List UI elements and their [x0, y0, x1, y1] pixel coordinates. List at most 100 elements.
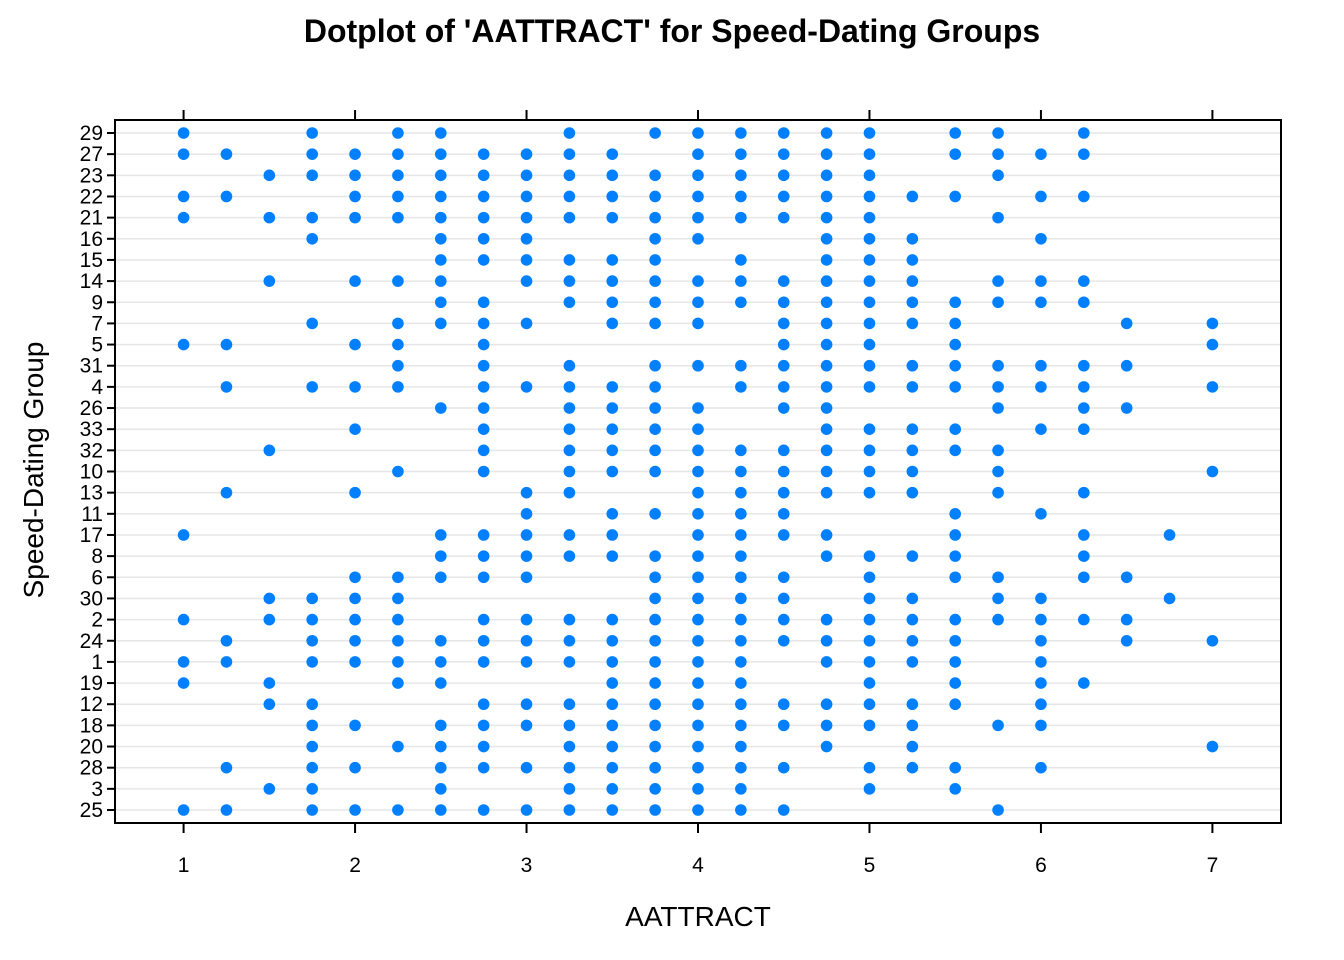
data-point [863, 148, 876, 160]
data-point [692, 359, 704, 372]
data-point [906, 740, 919, 753]
data-point [735, 211, 747, 224]
data-point [820, 211, 833, 224]
data-point [434, 656, 447, 668]
data-point [777, 761, 790, 774]
data-point [306, 656, 318, 668]
data-point [649, 211, 661, 224]
data-point [1035, 190, 1047, 203]
data-point [177, 211, 190, 224]
data-point [820, 423, 833, 435]
data-point [777, 698, 790, 711]
data-point [434, 254, 447, 266]
data-point [349, 486, 361, 499]
data-point [777, 338, 790, 351]
data-point [563, 359, 576, 372]
data-point [434, 296, 447, 309]
data-point [649, 275, 661, 287]
data-point [520, 508, 533, 520]
data-point [777, 444, 790, 457]
data-point [1078, 529, 1090, 541]
data-point [434, 571, 447, 584]
y-tick-label: 10 [80, 461, 103, 484]
data-point [563, 486, 576, 499]
data-point [606, 465, 619, 478]
data-point [992, 211, 1004, 224]
data-point [735, 656, 747, 668]
data-point [220, 486, 233, 499]
data-point [434, 783, 447, 795]
data-point [906, 486, 919, 499]
data-point [520, 804, 533, 816]
data-point [392, 338, 404, 351]
data-point [477, 613, 490, 626]
data-point [349, 634, 361, 647]
data-point [520, 190, 533, 203]
data-point [649, 677, 661, 689]
data-point [863, 423, 876, 435]
data-point [820, 698, 833, 711]
data-point [434, 677, 447, 689]
data-point [263, 592, 276, 605]
data-point [735, 381, 747, 393]
data-point [949, 550, 962, 562]
data-point [906, 656, 919, 668]
data-point [820, 148, 833, 160]
data-point [1035, 719, 1047, 732]
data-point [434, 402, 447, 414]
data-point [306, 232, 318, 245]
data-point [606, 381, 619, 393]
data-point [735, 783, 747, 795]
data-point [563, 634, 576, 647]
data-point [520, 529, 533, 541]
data-point [692, 465, 704, 478]
data-point [434, 317, 447, 330]
data-point [263, 444, 276, 457]
data-point [863, 486, 876, 499]
data-point [777, 148, 790, 160]
data-point [263, 613, 276, 626]
data-point [606, 656, 619, 668]
data-point [692, 402, 704, 414]
y-tick-label: 24 [80, 630, 104, 653]
data-point [777, 275, 790, 287]
data-point [606, 804, 619, 816]
data-point [906, 634, 919, 647]
data-point [906, 592, 919, 605]
data-point [263, 169, 276, 182]
data-point [349, 592, 361, 605]
data-point [563, 740, 576, 753]
data-point [735, 613, 747, 626]
data-point [477, 254, 490, 266]
data-point [606, 402, 619, 414]
data-point [649, 423, 661, 435]
data-point [906, 296, 919, 309]
data-point [777, 296, 790, 309]
data-point [349, 613, 361, 626]
data-point [777, 211, 790, 224]
data-point [692, 804, 704, 816]
data-point [949, 338, 962, 351]
data-point [392, 804, 404, 816]
data-point [434, 719, 447, 732]
data-point [649, 740, 661, 753]
data-point [306, 804, 318, 816]
data-point [263, 698, 276, 711]
data-point [177, 190, 190, 203]
data-point [392, 381, 404, 393]
data-point [477, 211, 490, 224]
data-point [477, 148, 490, 160]
data-point [949, 444, 962, 457]
y-tick-label: 16 [80, 228, 103, 251]
data-point [563, 783, 576, 795]
data-point [1035, 634, 1047, 647]
y-tick-label: 17 [80, 524, 103, 547]
data-point [949, 127, 962, 139]
data-point [735, 148, 747, 160]
data-point [1078, 613, 1090, 626]
data-point [735, 550, 747, 562]
data-point [306, 719, 318, 732]
data-point [563, 211, 576, 224]
data-point [263, 275, 276, 287]
data-point [1078, 550, 1090, 562]
